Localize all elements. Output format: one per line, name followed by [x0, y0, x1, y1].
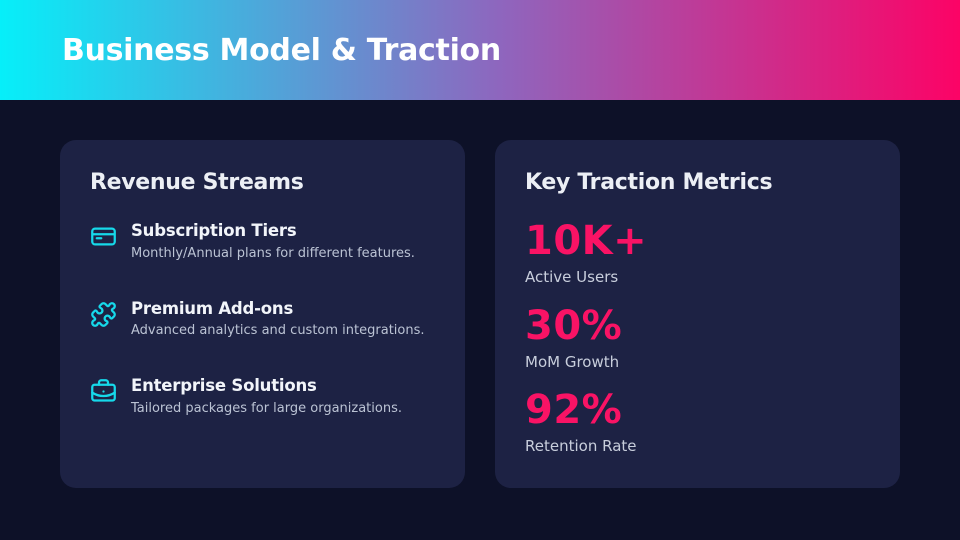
- stat-active-users: 10K+ Active Users: [525, 221, 870, 288]
- stat-label: MoM Growth: [525, 352, 620, 371]
- metrics-card-title: Key Traction Metrics: [525, 170, 773, 195]
- credit-card-icon: [90, 223, 117, 250]
- slide-content: Revenue Streams Subscription Tiers Month…: [0, 100, 960, 488]
- stat-value: 30%: [525, 302, 623, 349]
- list-item-text: Enterprise Solutions Tailored packages f…: [131, 376, 402, 418]
- revenue-streams-card: Revenue Streams Subscription Tiers Month…: [60, 140, 465, 488]
- stat-retention-rate: 92% Retention Rate: [525, 390, 870, 457]
- list-item-text: Premium Add-ons Advanced analytics and c…: [131, 299, 425, 341]
- traction-metrics-card: Key Traction Metrics 10K+ Active Users 3…: [495, 140, 900, 488]
- briefcase-icon: [90, 378, 117, 405]
- list-item-title: Enterprise Solutions: [131, 376, 317, 396]
- list-item-text: Subscription Tiers Monthly/Annual plans …: [131, 221, 415, 263]
- list-item: Subscription Tiers Monthly/Annual plans …: [90, 221, 435, 263]
- stat-value: 10K+: [525, 218, 648, 264]
- stat-label: Retention Rate: [525, 437, 637, 455]
- stat-label: Active Users: [525, 268, 619, 286]
- list-item: Premium Add-ons Advanced analytics and c…: [90, 299, 435, 341]
- revenue-card-title: Revenue Streams: [90, 170, 304, 195]
- list-item-title: Premium Add-ons: [131, 298, 294, 318]
- page-title: Business Model & Traction: [62, 32, 501, 68]
- list-item-title: Subscription Tiers: [131, 221, 297, 240]
- list-item-description: Monthly/Annual plans for different featu…: [131, 245, 415, 261]
- stat-mom-growth: 30% MoM Growth: [525, 306, 870, 373]
- stat-value: 92%: [525, 387, 623, 433]
- puzzle-icon: [90, 301, 117, 328]
- slide-header: Business Model & Traction: [0, 0, 960, 100]
- list-item-description: Advanced analytics and custom integratio…: [131, 323, 425, 339]
- list-item-description: Tailored packages for large organization…: [131, 400, 402, 416]
- list-item: Enterprise Solutions Tailored packages f…: [90, 376, 435, 418]
